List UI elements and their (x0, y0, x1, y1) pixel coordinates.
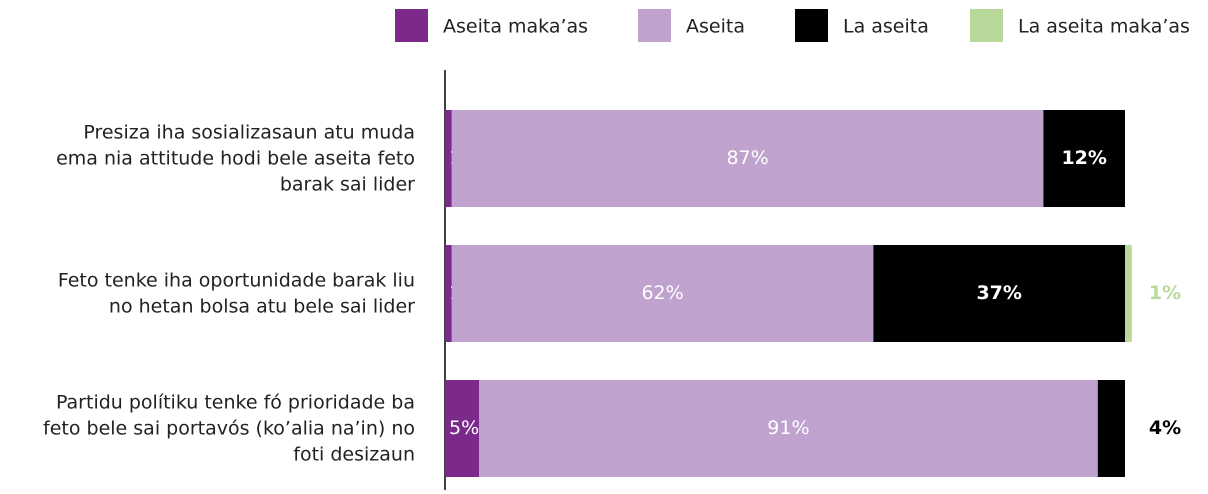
category-line: barak sai lider (280, 173, 415, 195)
legend-label: La aseita maka’as (1018, 16, 1190, 38)
value-label: 5% (449, 417, 479, 439)
bar-segment (1125, 245, 1132, 342)
legend-swatch (970, 9, 1003, 42)
category-label: Presiza iha sosializasaun atu muda ema ni… (56, 121, 415, 195)
legend-swatch (395, 9, 428, 42)
bar-segment (445, 245, 452, 342)
value-label: 12% (1061, 147, 1106, 169)
category-line: no hetan bolsa atu bele sai lider (109, 295, 415, 317)
bar-segment (451, 245, 874, 342)
value-label: 37% (976, 282, 1021, 304)
bar-segment (479, 380, 1098, 477)
value-label: 87% (726, 147, 768, 169)
bar-segment (445, 110, 452, 207)
category-line: ema nia attitude hodi bele aseita feto (56, 147, 415, 169)
bar-segment (445, 380, 479, 477)
category-line: Feto tenke iha oportunidade barak liu (58, 269, 415, 291)
category-line: Partidu polítiku tenke fó prioridade ba (56, 391, 415, 413)
legend-label: Aseita maka’as (443, 16, 588, 38)
legend-label: Aseita (686, 16, 745, 38)
category-line: Presiza iha sosializasaun atu muda (83, 121, 415, 143)
bar-segment (873, 245, 1125, 342)
value-label: 91% (767, 417, 809, 439)
bar-segment (1043, 110, 1125, 207)
category-label: Feto tenke iha oportunidade barak liu no … (58, 269, 415, 317)
value-label: 62% (641, 282, 683, 304)
value-label: 1% (1149, 282, 1181, 304)
category-label: Partidu polítiku tenke fó prioridade ba f… (43, 391, 415, 465)
bar-segment (1097, 380, 1125, 477)
legend-label: La aseita (843, 16, 929, 38)
legend-swatch (795, 9, 828, 42)
legend-swatch (638, 9, 671, 42)
category-line: feto bele sai portavós (ko’alia na’in) n… (43, 417, 415, 439)
bar-segment (451, 110, 1044, 207)
category-line: foti desizaun (293, 443, 415, 465)
value-label: 4% (1149, 417, 1181, 439)
